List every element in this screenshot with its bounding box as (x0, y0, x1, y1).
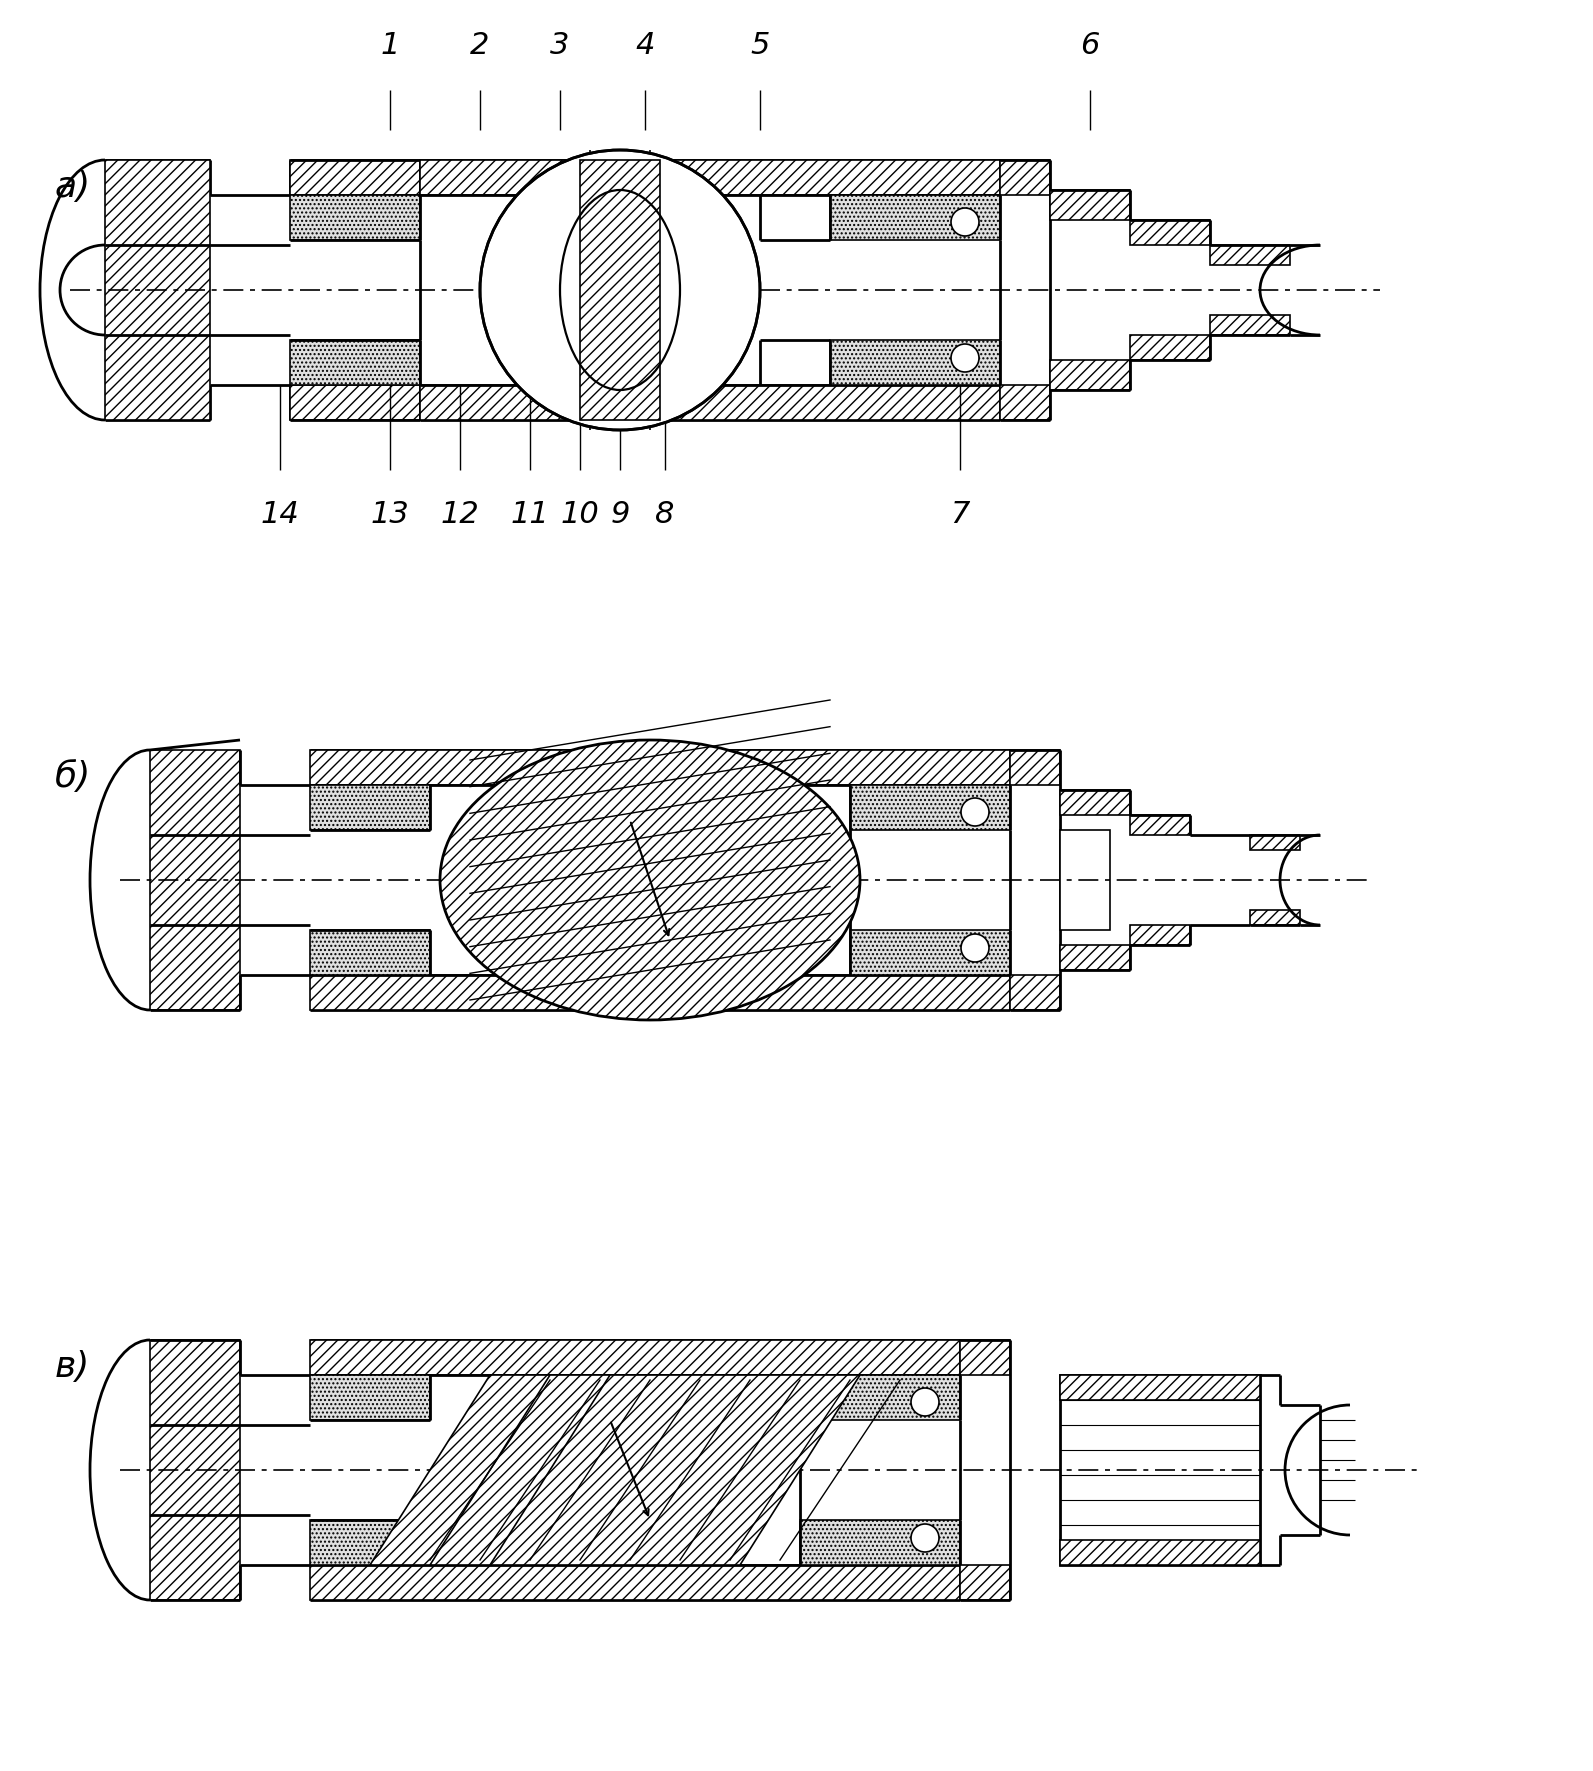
Polygon shape (105, 159, 210, 420)
Circle shape (951, 344, 980, 372)
Bar (1211, 315, 1290, 335)
Polygon shape (370, 1374, 741, 1566)
Bar (961, 1566, 1010, 1599)
Polygon shape (580, 159, 660, 420)
Circle shape (961, 799, 989, 825)
Text: а): а) (56, 170, 91, 204)
Bar (1000, 159, 1050, 195)
Text: 13: 13 (371, 499, 409, 530)
Bar (1129, 815, 1190, 834)
Bar (851, 785, 1010, 831)
Bar (290, 159, 421, 195)
Text: 5: 5 (750, 32, 769, 60)
Bar (311, 930, 430, 976)
Text: 12: 12 (441, 499, 479, 530)
Text: 8: 8 (655, 499, 675, 530)
Bar (830, 195, 1000, 241)
Bar (1059, 790, 1129, 815)
Bar (1059, 946, 1129, 971)
Bar (421, 384, 1000, 420)
Bar (800, 1520, 961, 1566)
Bar (311, 785, 430, 831)
Bar (1129, 335, 1211, 360)
Bar (830, 340, 1000, 384)
Bar (1059, 1374, 1260, 1401)
Bar (1129, 220, 1211, 244)
Bar (1050, 360, 1129, 390)
Text: 6: 6 (1080, 32, 1099, 60)
Circle shape (911, 1388, 938, 1417)
Bar (290, 384, 421, 420)
Bar (800, 1374, 961, 1420)
Bar (311, 1520, 430, 1566)
Circle shape (951, 207, 980, 236)
Bar (1251, 910, 1300, 924)
Text: 11: 11 (511, 499, 550, 530)
Bar (311, 749, 1010, 785)
Bar (290, 340, 421, 384)
Bar (1251, 834, 1300, 850)
Text: 9: 9 (610, 499, 629, 530)
Circle shape (479, 151, 760, 430)
Text: 2: 2 (470, 32, 489, 60)
Bar (311, 1341, 961, 1374)
Text: 1: 1 (381, 32, 400, 60)
Polygon shape (491, 1374, 860, 1566)
Bar (1010, 976, 1059, 1009)
Text: в): в) (56, 1350, 91, 1383)
Circle shape (961, 933, 989, 962)
Bar (851, 930, 1010, 976)
Text: 4: 4 (636, 32, 655, 60)
Bar (1129, 924, 1190, 946)
Text: 10: 10 (561, 499, 599, 530)
Bar (961, 1341, 1010, 1374)
Circle shape (911, 1525, 938, 1551)
Bar (311, 1374, 430, 1420)
Bar (1211, 244, 1290, 266)
Bar (1059, 1541, 1260, 1566)
Bar (1000, 384, 1050, 420)
Polygon shape (150, 1341, 241, 1599)
Text: 7: 7 (951, 499, 970, 530)
Bar (1010, 749, 1059, 785)
Bar (311, 976, 1010, 1009)
Text: 3: 3 (550, 32, 570, 60)
Bar (1059, 1374, 1260, 1566)
Text: 14: 14 (261, 499, 299, 530)
Polygon shape (150, 749, 241, 1009)
Bar (421, 159, 1000, 195)
Ellipse shape (440, 740, 860, 1020)
Bar (290, 195, 421, 241)
Bar (1050, 189, 1129, 220)
Text: б): б) (56, 760, 91, 793)
Polygon shape (430, 1374, 800, 1566)
Bar (1059, 831, 1110, 930)
Bar (311, 1566, 961, 1599)
